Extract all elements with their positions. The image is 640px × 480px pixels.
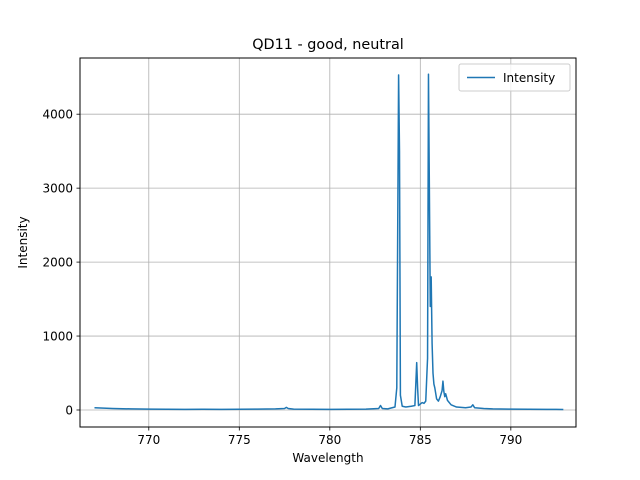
y-tick-label: 0 [65,403,73,417]
series-line-intensity [94,73,564,411]
x-tick-label: 780 [318,433,341,447]
legend-box [458,63,571,92]
y-axis-label: Intensity [16,216,30,268]
y-tick-label: 2000 [42,255,73,269]
plot-frame [79,57,577,428]
x-axis-label: Wavelength [292,451,363,465]
y-tick-label: 1000 [42,329,73,343]
legend: Intensity [458,63,571,92]
x-tick-label: 785 [409,433,432,447]
y-tick-label: 4000 [42,108,73,122]
x-tick-label: 770 [137,433,160,447]
legend-label: Intensity [503,71,555,85]
series-layer [94,73,564,411]
tick-layer: 770 775 780 785 790 0 1000 2000 3000 4000 [42,108,522,447]
y-tick-label: 3000 [42,181,73,195]
chart-title: QD11 - good, neutral [252,37,404,53]
x-tick-label: 790 [499,433,522,447]
x-tick-label: 775 [228,433,251,447]
